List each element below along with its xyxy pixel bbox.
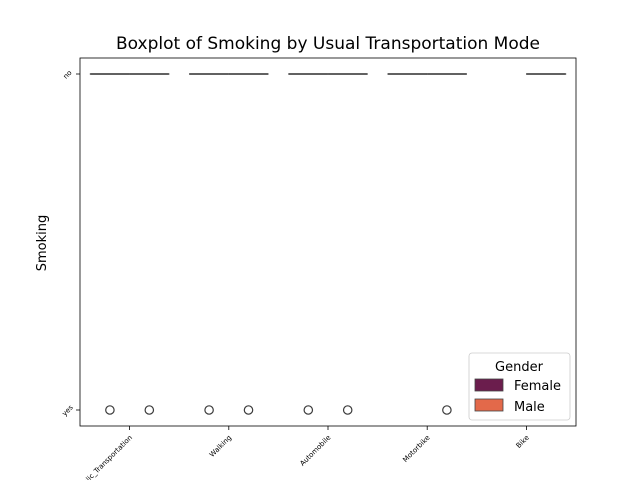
outlier-point: [105, 405, 115, 415]
outlier-point: [442, 405, 452, 415]
chart-marks: [89, 73, 567, 415]
legend-label-male: Male: [514, 400, 545, 415]
legend-label-female: Female: [514, 379, 561, 394]
outlier-point: [243, 405, 254, 415]
legend: Gender Female Male: [468, 352, 571, 421]
outlier-point: [144, 405, 155, 415]
legend-swatch-male: [474, 398, 504, 412]
legend-swatch-female: [474, 378, 504, 392]
outlier-point: [303, 405, 314, 415]
y-tick-label: no: [62, 69, 74, 81]
chart-title: Boxplot of Smoking by Usual Transportati…: [116, 34, 540, 54]
y-axis-label: Smoking: [35, 215, 50, 272]
outlier-point: [342, 405, 353, 415]
legend-title: Gender: [495, 360, 544, 375]
outlier-point: [204, 405, 214, 415]
